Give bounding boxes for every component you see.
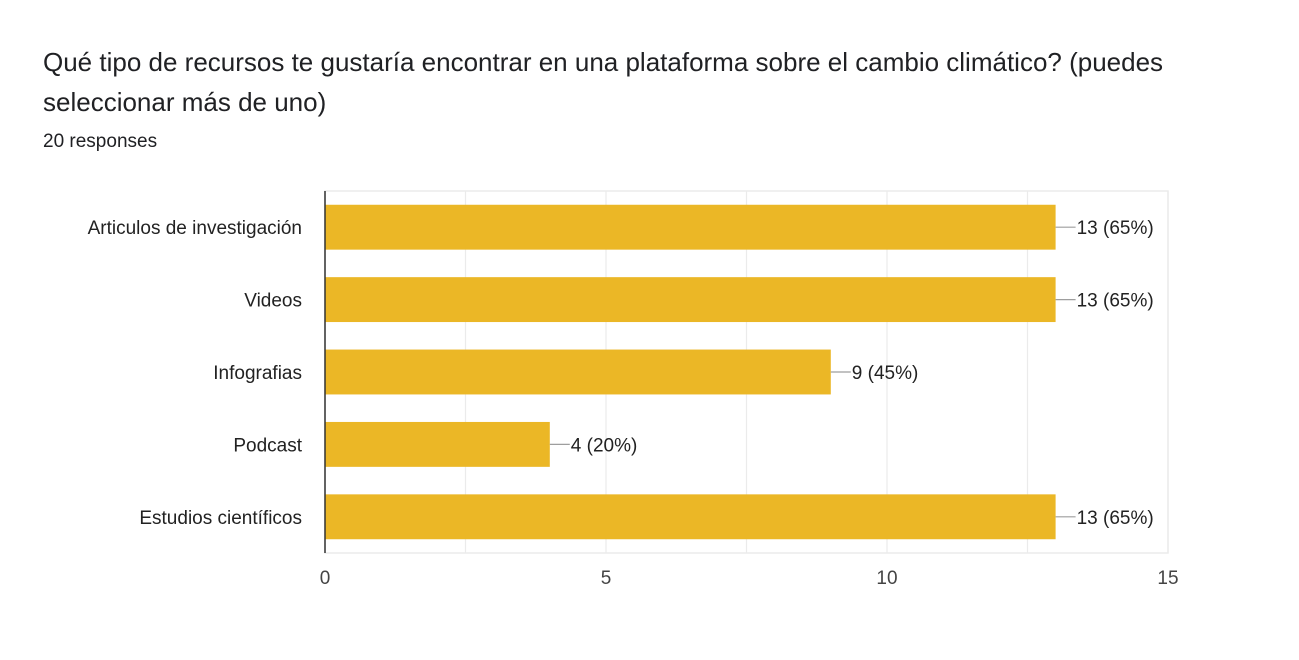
x-tick-label: 15 xyxy=(1157,568,1178,589)
category-label: Podcast xyxy=(233,435,302,456)
category-label: Infografias xyxy=(213,363,302,384)
data-label: 13 (65%) xyxy=(1077,218,1154,239)
bar[interactable] xyxy=(325,421,550,467)
x-tick-label: 10 xyxy=(876,568,897,589)
data-label: 13 (65%) xyxy=(1077,291,1154,312)
category-label: Estudios científicos xyxy=(139,508,302,529)
category-labels: Articulos de investigación Videos Infograf… xyxy=(88,218,303,529)
data-label: 13 (65%) xyxy=(1077,508,1154,529)
response-count: 20 responses xyxy=(43,131,158,152)
bar[interactable] xyxy=(325,349,831,395)
category-label: Articulos de investigación xyxy=(88,218,302,239)
x-axis-ticks: 0 5 10 15 xyxy=(320,568,1179,589)
bar[interactable] xyxy=(325,494,1056,540)
x-tick-label: 0 xyxy=(320,568,331,589)
chart-title: Qué tipo de recursos te gustaría encontr… xyxy=(43,47,1164,117)
data-label: 4 (20%) xyxy=(571,435,638,456)
data-labels: 13 (65%) 13 (65%) 9 (45%) 4 (20%) 13 (65%) xyxy=(549,218,1154,529)
category-label: Videos xyxy=(244,291,302,312)
data-label: 9 (45%) xyxy=(852,363,919,384)
bar[interactable] xyxy=(325,204,1056,250)
bars xyxy=(325,204,1056,540)
x-tick-label: 5 xyxy=(601,568,612,589)
bar[interactable] xyxy=(325,277,1056,323)
